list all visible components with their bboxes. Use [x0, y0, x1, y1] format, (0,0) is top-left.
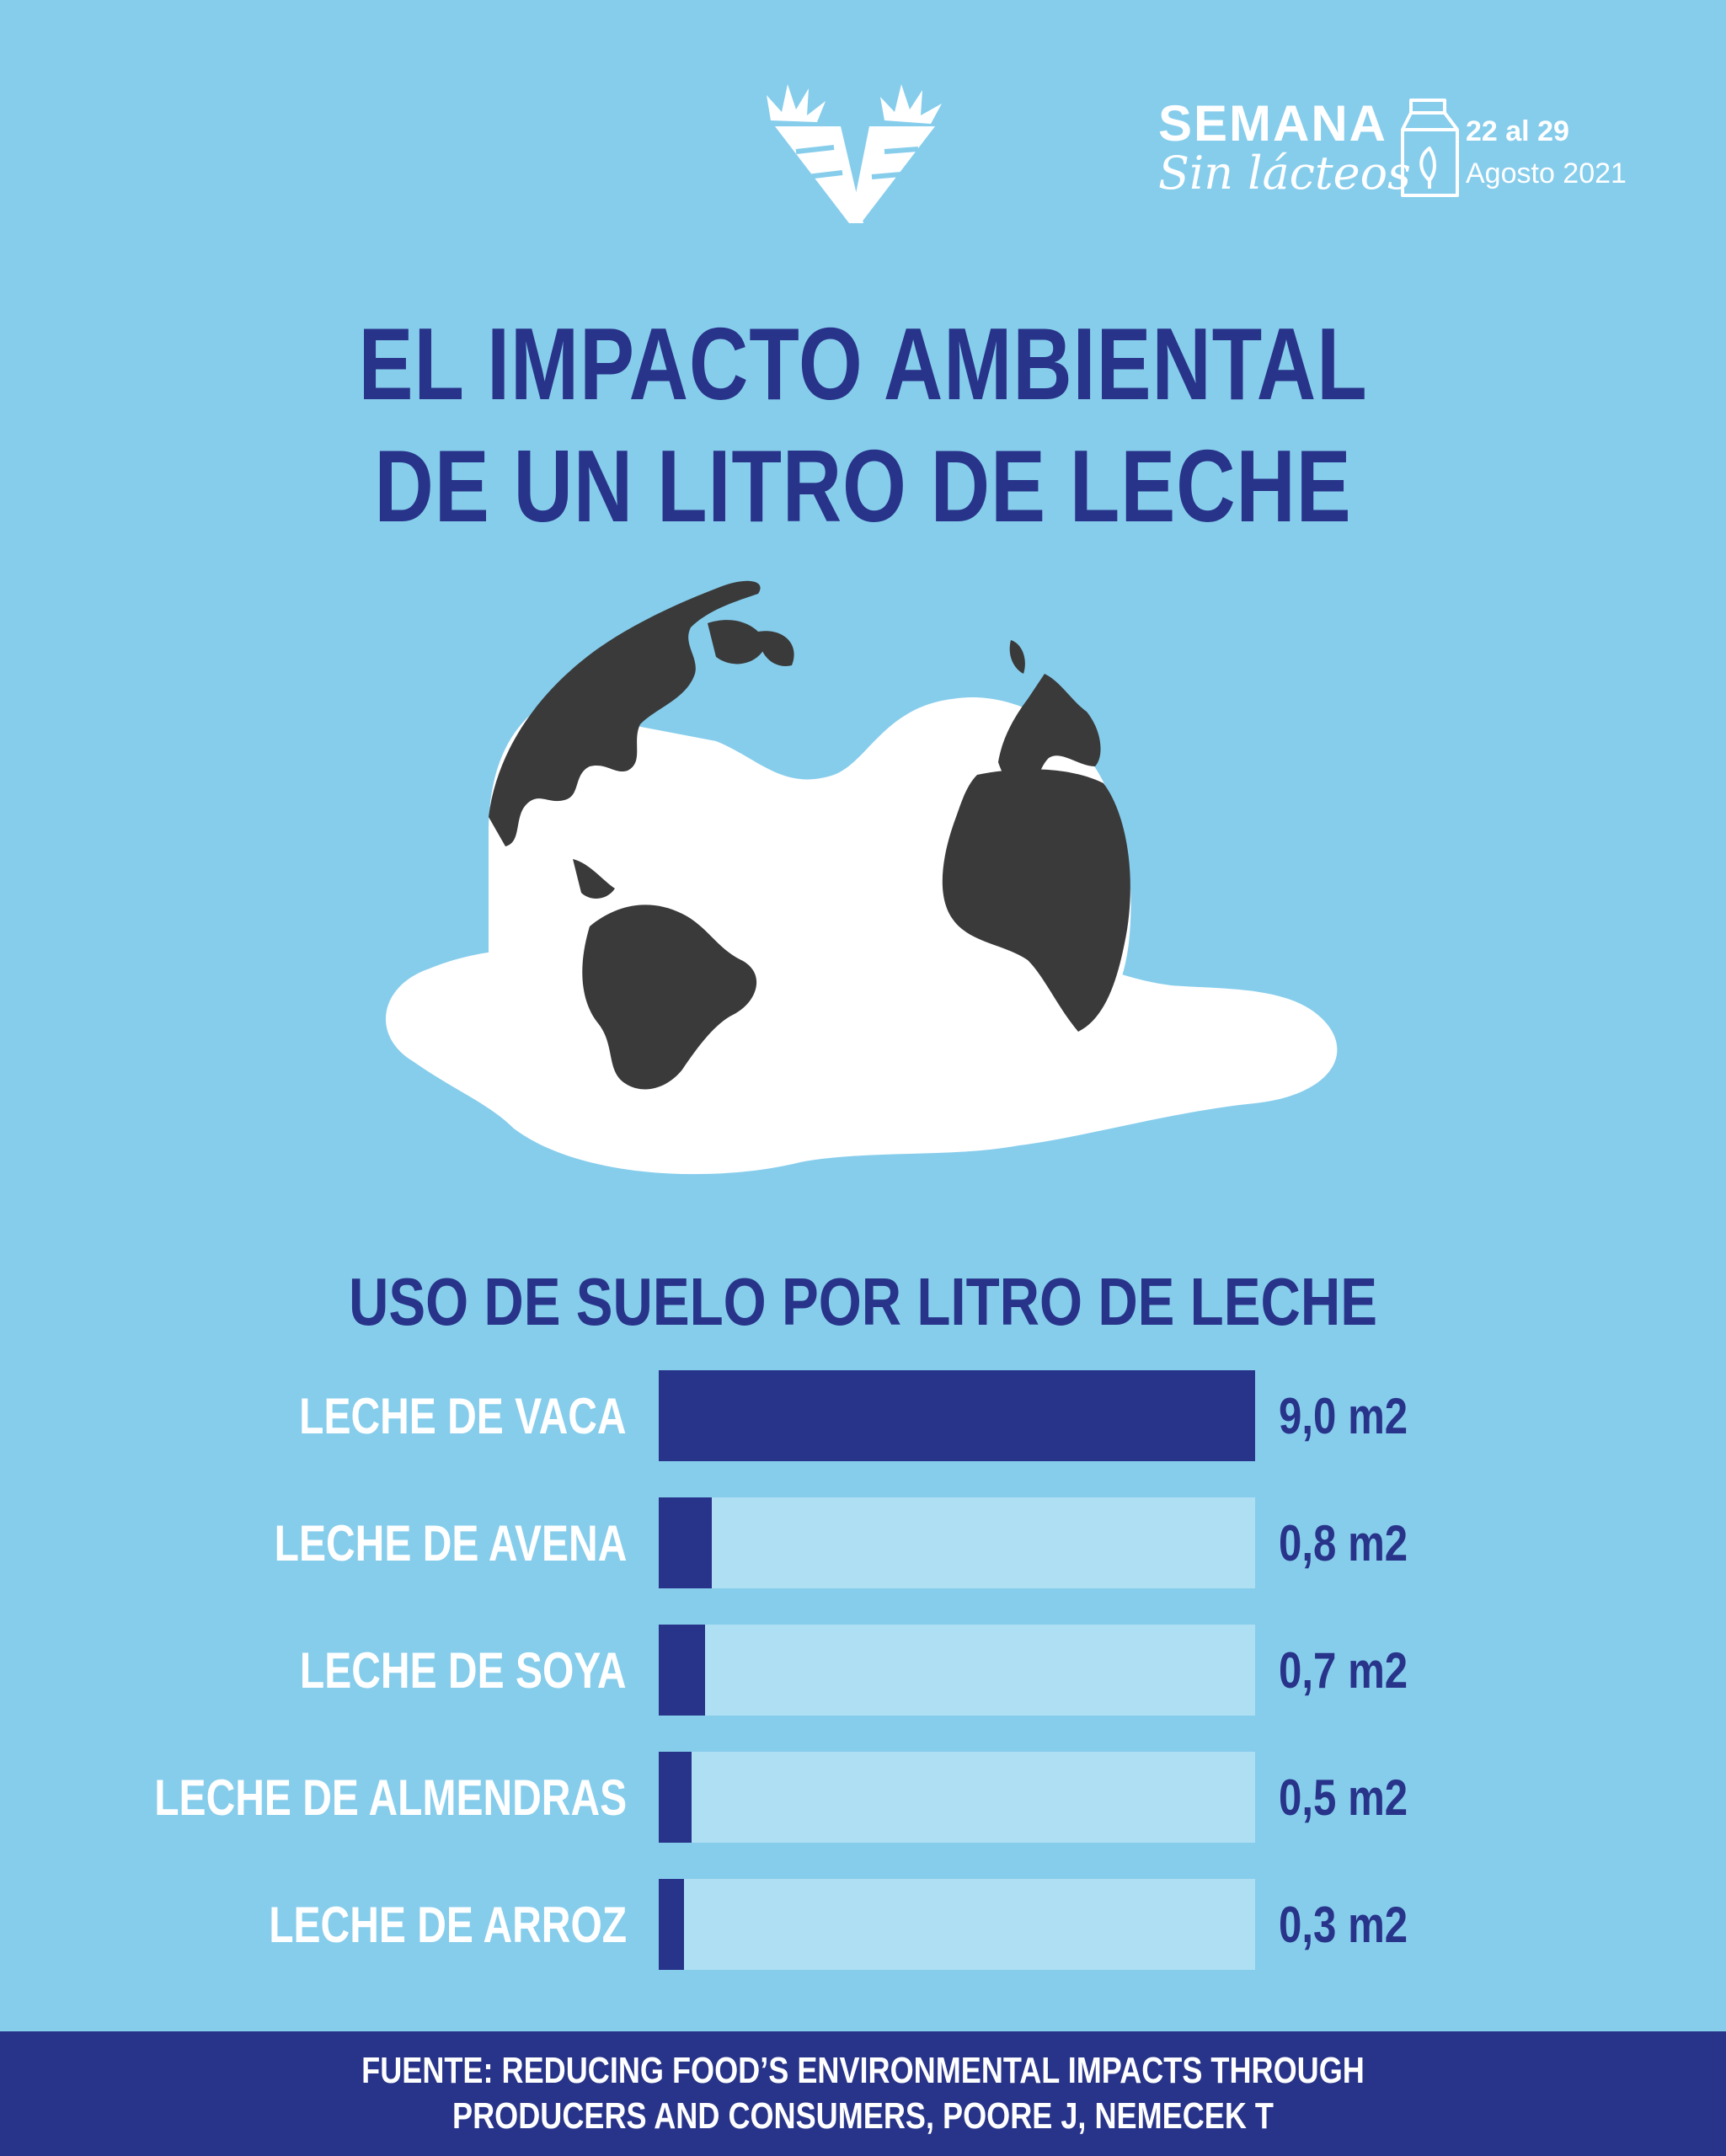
bar	[659, 1625, 705, 1716]
category-label: LECHE DE SOYA	[300, 1642, 627, 1699]
page-title: EL IMPACTO AMBIENTAL DE UN LITRO DE LECH…	[173, 303, 1553, 547]
chart-row: LECHE DE SOYA 0,7 m2	[0, 1625, 1726, 1717]
event-name: SEMANA	[1158, 95, 1388, 152]
category-label: LECHE DE AVENA	[274, 1515, 627, 1572]
milk-carton-icon	[1401, 99, 1459, 197]
event-badge: SEMANA Sin lácteos 22 al 29 Agosto 2021	[1158, 94, 1664, 221]
chart-row: LECHE DE AVENA 0,8 m2	[0, 1497, 1726, 1590]
bar	[659, 1370, 1255, 1461]
category-label: LECHE DE ARROZ	[269, 1897, 627, 1953]
source-text: FUENTE: REDUCING FOOD’S ENVIRONMENTAL IM…	[361, 2050, 1365, 2137]
chart-row: LECHE DE ARROZ 0,3 m2	[0, 1879, 1726, 1972]
title-line-2: DE UN LITRO DE LECHE	[374, 429, 1352, 543]
bar-track	[659, 1752, 1255, 1843]
event-month: Agosto 2021	[1466, 157, 1627, 189]
value-label: 9,0 m2	[1279, 1388, 1408, 1444]
value-label: 0,8 m2	[1279, 1515, 1408, 1572]
chart-row: LECHE DE VACA 9,0 m2	[0, 1370, 1726, 1463]
title-line-1: EL IMPACTO AMBIENTAL	[358, 307, 1368, 421]
bar	[659, 1497, 712, 1588]
value-label: 0,7 m2	[1279, 1642, 1408, 1699]
event-subtitle: Sin lácteos	[1158, 147, 1411, 200]
value-label: 0,3 m2	[1279, 1897, 1408, 1953]
melting-globe-icon	[385, 580, 1338, 1175]
category-label: LECHE DE VACA	[299, 1388, 627, 1444]
value-label: 0,5 m2	[1279, 1769, 1408, 1826]
category-label: LECHE DE ALMENDRAS	[154, 1769, 627, 1826]
bar-track	[659, 1497, 1255, 1588]
chart-title: USO DE SUELO POR LITRO DE LECHE	[348, 1264, 1378, 1339]
bar-track	[659, 1879, 1255, 1970]
event-dates: 22 al 29	[1466, 115, 1569, 147]
carrot-v-logo-icon	[767, 84, 942, 223]
chart-row: LECHE DE ALMENDRAS 0,5 m2	[0, 1752, 1726, 1844]
bar	[659, 1752, 692, 1843]
bar-track	[659, 1370, 1255, 1461]
bar-track	[659, 1625, 1255, 1716]
source-footer: FUENTE: REDUCING FOOD’S ENVIRONMENTAL IM…	[0, 2031, 1726, 2156]
bar	[659, 1879, 684, 1970]
